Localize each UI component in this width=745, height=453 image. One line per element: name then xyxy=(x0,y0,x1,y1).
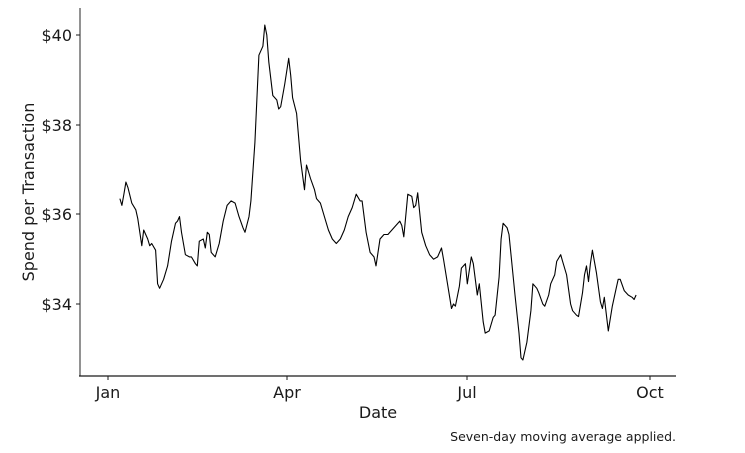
y-ticks xyxy=(76,34,80,305)
x-tick-label: Jan xyxy=(95,383,121,402)
x-tick-label: Apr xyxy=(273,383,301,402)
y-tick-label: $36 xyxy=(41,205,72,224)
x-axis-title: Date xyxy=(359,403,397,422)
x-tick-label: Jul xyxy=(456,383,476,402)
y-axis-title: Spend per Transaction xyxy=(19,103,38,282)
y-tick-label: $38 xyxy=(41,116,72,135)
y-tick-label: $34 xyxy=(41,295,72,314)
chart-caption: Seven-day moving average applied. xyxy=(450,429,676,444)
y-tick-label: $40 xyxy=(41,26,72,45)
x-ticks xyxy=(107,376,651,380)
data-line xyxy=(119,24,637,361)
x-tick-label: Oct xyxy=(636,383,664,402)
